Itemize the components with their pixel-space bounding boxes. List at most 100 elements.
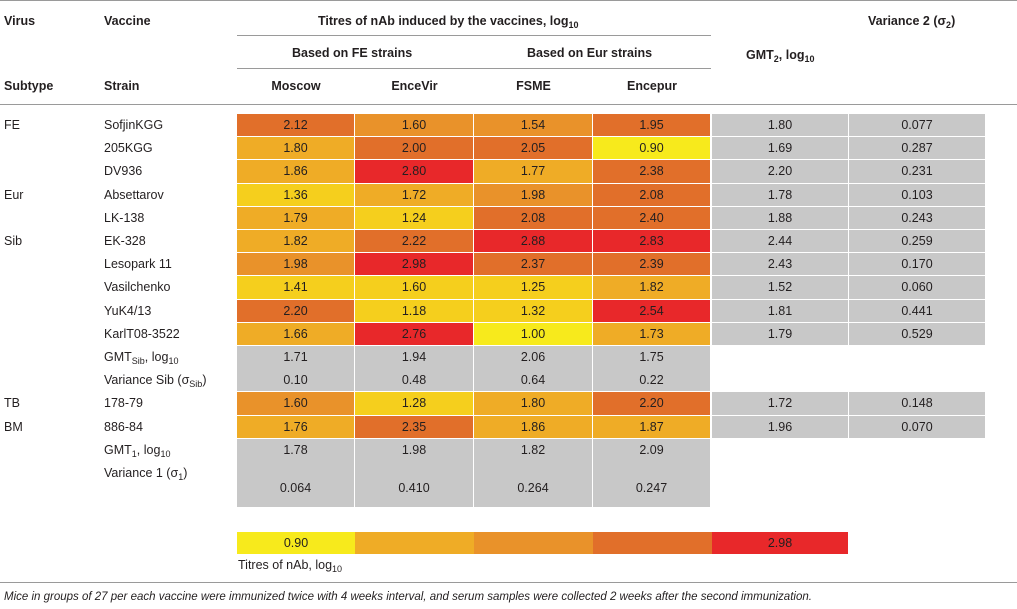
titre-cell: 1.82 [593,276,710,299]
titre-cell: 1.54 [474,114,592,137]
titre-cell: 2.38 [593,160,710,183]
strain-label: DV936 [104,164,143,179]
variance-sib-cell: 0.64 [474,369,592,392]
titres-underline [237,35,711,36]
gmt1-cell: 1.78 [237,438,354,462]
titre-cell: 2.00 [355,137,473,160]
header-based-eur: Based on Eur strains [527,46,653,60]
gmt1-cell: 2.09 [593,438,710,462]
gmt2-cell: 1.81 [712,299,848,322]
header-virus: Virus [4,14,36,28]
footnote: Mice in groups of 27 per each vaccine we… [4,591,812,603]
gmt-sib-cell: 1.71 [237,346,354,370]
variance-sib-cell: 0.10 [237,369,354,392]
titre-cell: 1.18 [355,299,473,322]
variance1-label: Variance 1 (σ1) [104,466,188,482]
header-based-fe: Based on FE strains [292,46,413,60]
titre-cell: 2.80 [355,160,473,183]
titre-cell: 1.41 [237,276,354,299]
subtype-label: Eur [4,187,24,202]
titre-cell: 2.37 [474,253,592,276]
variance2-cell: 0.529 [849,322,985,345]
titre-cell: 1.66 [237,322,354,345]
titre-cell: 1.60 [237,392,354,415]
subtype-label: BM [4,419,23,434]
gmt-sib-cell: 2.06 [474,346,592,370]
top-rule [0,0,1017,1]
gmt2-cell: 1.52 [712,276,848,299]
titre-cell: 2.22 [355,230,473,253]
gmt2-cell: 1.69 [712,137,848,160]
titre-cell: 1.25 [474,276,592,299]
strain-label: Vasilchenko [104,280,171,295]
variance1-cell: 0.410 [355,462,473,507]
legend-swatch: 2.98 [712,532,848,554]
titre-cell: 2.08 [593,183,710,206]
titre-cell: 1.77 [474,160,592,183]
legend-swatch [593,532,712,554]
titre-cell: 1.76 [237,415,354,438]
titre-cell: 2.54 [593,299,710,322]
titre-cell: 2.98 [355,253,473,276]
variance1-cell: 0.264 [474,462,592,507]
gmt2-cell: 2.20 [712,160,848,183]
strain-label: KarlT08-3522 [104,326,180,341]
titre-cell: 1.86 [474,415,592,438]
variance2-cell: 0.060 [849,276,985,299]
titre-cell: 1.60 [355,114,473,137]
header-fsme: FSME [516,79,551,93]
titre-cell: 2.83 [593,230,710,253]
gmt-sib-label: GMTSib, log10 [104,350,179,366]
variance2-cell: 0.441 [849,299,985,322]
titre-cell: 1.80 [474,392,592,415]
titre-cell: 1.60 [355,276,473,299]
titre-cell: 2.08 [474,206,592,229]
gmt1-label: GMT1, log10 [104,442,171,459]
header-moscow: Moscow [271,79,321,93]
header-encepur: Encepur [626,79,677,93]
titre-cell: 2.35 [355,415,473,438]
variance2-cell: 0.243 [849,206,985,229]
variance-sib-label: Variance Sib (σSib) [104,373,207,390]
strain-label: Lesopark 11 [104,257,172,272]
titre-cell: 1.36 [237,183,354,206]
subtype-label: Sib [4,234,23,248]
legend-swatch [474,532,593,554]
header-variance2: Variance 2 (σ2) [868,14,956,30]
variance-sib-cell: 0.48 [355,369,473,392]
titre-cell: 2.76 [355,322,473,345]
titre-cell: 1.28 [355,392,473,415]
header-titres: Titres of nAb induced by the vaccines, l… [318,14,579,30]
titre-cell: 1.24 [355,206,473,229]
variance2-cell: 0.148 [849,392,985,415]
header-bottom-rule [0,104,1017,105]
titre-cell: 2.20 [237,299,354,322]
variance2-cell: 0.070 [849,415,985,438]
titre-cell: 1.73 [593,322,710,345]
gmt2-cell: 2.43 [712,253,848,276]
titre-cell: 1.86 [237,160,354,183]
strain-label: EK-328 [104,234,146,248]
gmt-sib-cell: 1.75 [593,346,710,370]
subtype-label: FE [4,118,20,132]
strain-label: Absettarov [104,187,164,202]
header-vaccine: Vaccine [104,14,151,28]
header-encevir: EnceVir [391,79,438,93]
gmt2-cell: 1.96 [712,415,848,438]
variance1-cell: 0.247 [593,462,710,507]
strain-label: SofjinKGG [104,118,164,132]
variance1-cell: 0.064 [237,462,354,507]
titre-cell: 1.98 [474,183,592,206]
variance2-cell: 0.103 [849,183,985,206]
gmt2-cell: 2.44 [712,230,848,253]
legend-label: Titres of nAb, log10 [238,558,343,574]
titre-cell: 2.05 [474,137,592,160]
titre-cell: 0.90 [593,137,710,160]
strain-label: LK-138 [104,210,145,225]
gmt2-cell: 1.78 [712,183,848,206]
strain-label: 205KGG [104,141,153,156]
strain-label: 886-84 [104,419,143,434]
header-subtype: Subtype [4,79,54,93]
titre-cell: 2.39 [593,253,710,276]
strain-label: 178-79 [104,396,143,411]
